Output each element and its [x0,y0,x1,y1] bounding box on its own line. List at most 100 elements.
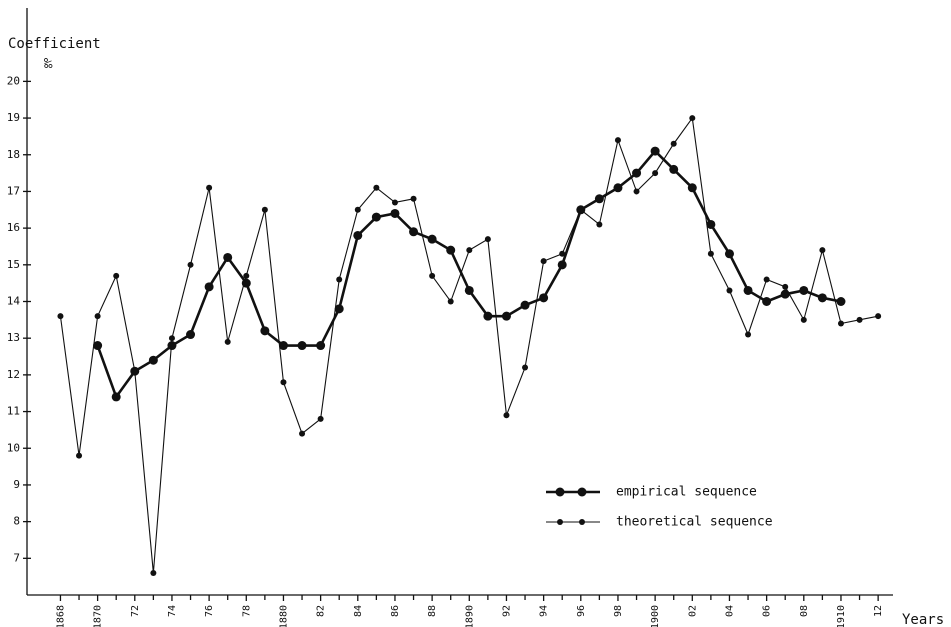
legend-label: theoretical sequence [616,515,773,530]
data-point [782,283,789,290]
data-point [76,452,83,459]
data-point [373,184,380,191]
y-tick-label: 8 [13,515,20,528]
data-point [837,320,844,327]
data-point [650,146,660,156]
data-point [316,341,326,351]
x-tick-label: 1870 [93,605,104,627]
data-point [409,227,419,237]
data-point [799,285,809,295]
data-point [94,313,101,320]
legend-dot [557,519,563,525]
y-tick-label: 16 [7,221,20,234]
data-point [633,188,640,195]
y-tick-label: 10 [7,441,20,454]
data-point [186,330,196,340]
data-point [243,272,250,279]
data-point [614,137,621,144]
x-tick-label: 1868 [55,605,66,627]
data-point [596,221,603,228]
data-point [836,297,846,306]
data-point [464,285,474,295]
x-tick-label: 96 [576,605,587,617]
data-point [354,206,361,213]
x-tick-label: 1890 [464,605,475,627]
y-tick-label: 7 [13,551,20,564]
data-point [261,206,268,213]
x-axis-label: Years [902,612,944,627]
data-point [278,341,288,351]
data-point [743,285,753,295]
x-tick-label: 02 [687,605,698,617]
x-tick-label: 76 [204,605,215,617]
y-tick-label: 15 [7,258,20,271]
data-point [707,250,714,257]
data-point [819,247,826,254]
data-point [334,304,344,314]
data-point [501,311,511,321]
data-point [539,293,549,303]
data-point [93,341,103,351]
data-point [632,168,642,178]
data-point [817,293,827,303]
data-point [577,206,584,213]
y-tick-label: 18 [7,148,20,161]
data-point [204,282,214,292]
data-point [540,258,547,265]
x-tick-label: 78 [241,605,252,617]
data-point [299,430,306,437]
data-point [780,289,790,299]
x-tick-label: 1910 [836,605,847,627]
data-point [317,415,324,422]
x-tick-label: 06 [762,605,773,617]
data-point [224,338,231,345]
data-point [223,252,233,262]
x-tick-label: 08 [799,605,810,617]
data-point [726,287,733,294]
legend-dot [579,519,585,525]
data-point [522,364,529,371]
data-point [353,230,363,240]
data-point [520,300,530,310]
legend-dot [577,487,587,497]
y-tick-label: 17 [7,184,20,197]
data-point [670,140,677,147]
data-point [206,184,213,191]
data-point [336,276,343,283]
data-point [503,412,510,419]
data-point [371,212,381,222]
data-point [150,569,157,576]
data-point [390,208,400,218]
data-point [297,341,307,351]
data-point [706,219,716,229]
y-axis-unit: ‰ [44,56,53,72]
data-point [57,313,64,320]
data-point [410,195,417,202]
data-point [466,247,473,254]
data-point [669,164,679,174]
x-tick-label: 86 [390,605,401,617]
x-tick-label: 94 [539,605,550,617]
x-tick-label: 04 [724,605,735,617]
x-tick-label: 74 [167,605,178,617]
x-tick-label: 84 [353,605,364,617]
x-tick-label: 1880 [278,605,289,627]
data-point [131,368,138,375]
data-point [167,341,177,351]
data-point [483,311,493,321]
data-point [446,245,456,255]
data-point [187,261,194,268]
y-tick-label: 12 [7,368,20,381]
data-point [800,316,807,323]
data-point [427,234,437,244]
x-tick-label: 98 [613,605,624,617]
x-tick-label: 72 [130,605,141,617]
data-point [447,298,454,305]
y-axis-label: Coefficient [8,36,101,52]
x-tick-label: 88 [427,605,438,617]
data-point [856,316,863,323]
legend-label: empirical sequence [616,485,757,500]
y-tick-label: 11 [7,405,20,418]
data-point [762,297,772,306]
data-point [724,249,734,259]
